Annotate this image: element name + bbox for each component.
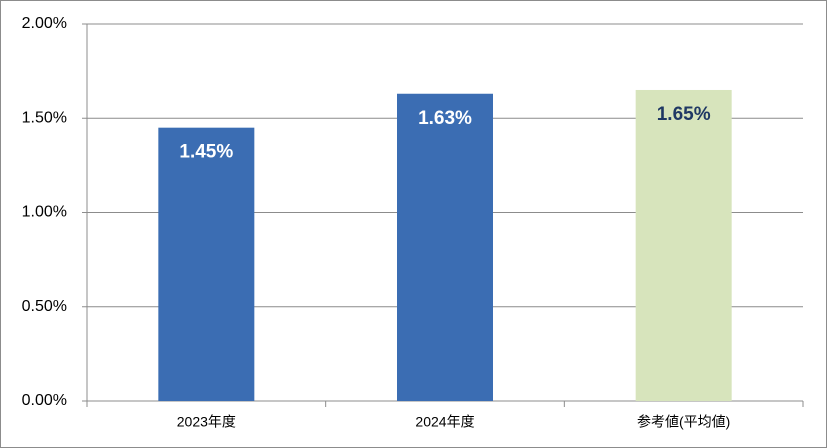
y-tick-label: 2.00% [22,15,67,32]
bar [635,89,732,401]
y-tick-label: 0.00% [22,392,67,409]
bar [397,93,493,402]
y-tick-label: 0.50% [22,298,67,315]
value-label: 1.45% [179,142,233,163]
x-tick-label: 参考値(平均値) [637,414,730,430]
x-tick-label: 2024年度 [415,414,474,430]
y-tick-label: 1.00% [22,204,67,221]
bar [158,127,255,402]
x-tick-label: 2023年度 [177,414,236,430]
value-label: 1.65% [657,104,711,125]
y-tick-label: 1.50% [22,109,67,126]
value-label: 1.63% [418,108,472,129]
